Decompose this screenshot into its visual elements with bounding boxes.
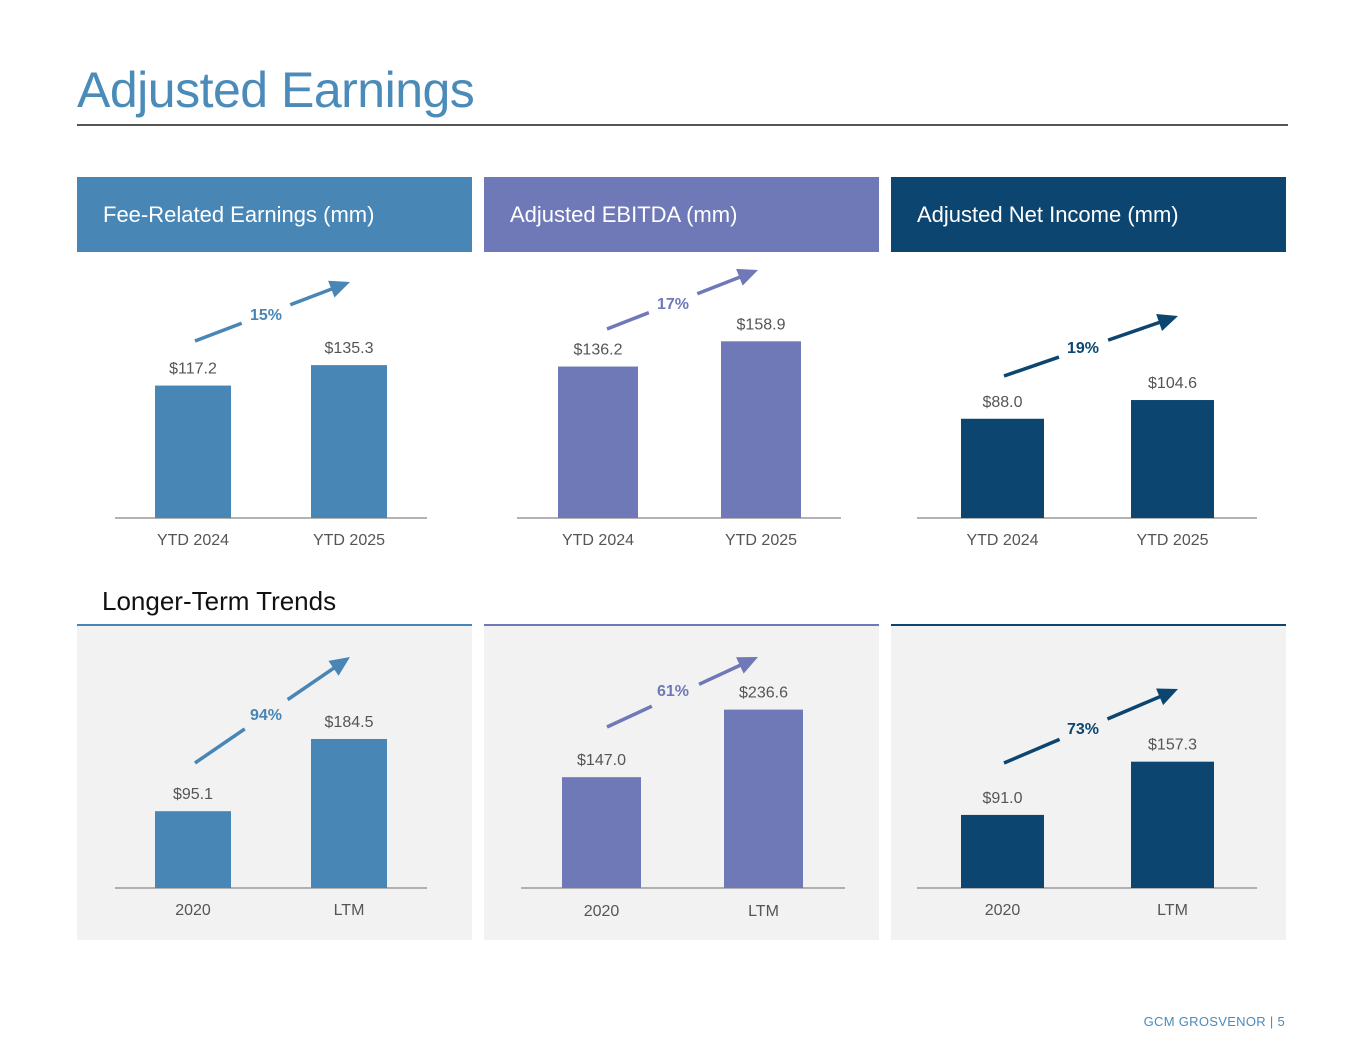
chart-1-growth-label: 17%: [657, 296, 689, 313]
chart-0-growth-arrowhead: [328, 280, 350, 298]
page-title: Adjusted Earnings: [77, 62, 475, 118]
chart-1-bar-0: [558, 366, 638, 518]
chart-0-growth-label: 15%: [250, 307, 282, 324]
chart-2-bar-1: [1131, 400, 1214, 518]
chart-0-bar-0: [155, 385, 231, 518]
chart-2-growth-arrowhead: [1156, 314, 1178, 332]
lower-panel-fre: [77, 624, 472, 940]
chart-1-growth-arrowhead: [736, 268, 758, 286]
chart-0-tick-label-0: YTD 2024: [157, 532, 229, 549]
header-adjusted-ebitda: Adjusted EBITDA (mm): [484, 177, 879, 252]
chart-0-tick-label-1: YTD 2025: [313, 532, 385, 549]
chart-1-growth-arrow-tail: [606, 311, 650, 331]
title-divider: [77, 124, 1288, 126]
chart-2-tick-label-0: YTD 2024: [966, 532, 1038, 549]
chart-2-data-label-0: $88.0: [982, 394, 1022, 411]
chart-0-bar-1: [311, 365, 387, 518]
chart-0-data-label-1: $135.3: [325, 340, 374, 357]
chart-0-data-label-0: $117.2: [169, 361, 217, 378]
chart-1-growth-arrow-shaft: [696, 273, 746, 296]
footer-brand: GCM GROSVENOR | 5: [1143, 1014, 1285, 1029]
chart-1-data-label-1: $158.9: [737, 316, 786, 333]
chart-0-growth-arrow-shaft: [289, 285, 338, 307]
chart-2-growth-label: 19%: [1067, 340, 1099, 357]
chart-1-tick-label-0: YTD 2024: [562, 532, 634, 549]
header-fee-related-earnings: Fee-Related Earnings (mm): [77, 177, 472, 252]
lower-panel-ani: [891, 624, 1286, 940]
chart-0-growth-arrow-tail: [194, 321, 243, 343]
chart-2-bar-0: [961, 418, 1044, 518]
chart-2-data-label-1: $104.6: [1148, 375, 1197, 392]
chart-1-data-label-0: $136.2: [574, 342, 623, 359]
chart-1-bar-1: [721, 341, 801, 518]
chart-2-growth-arrow-tail: [1003, 355, 1060, 378]
section-label-longer-term: Longer-Term Trends: [102, 586, 337, 616]
header-adjusted-net-income: Adjusted Net Income (mm): [891, 177, 1286, 252]
chart-2-tick-label-1: YTD 2025: [1136, 532, 1208, 549]
lower-panel-ebitda: [484, 624, 879, 940]
chart-2-growth-arrow-shaft: [1107, 318, 1166, 342]
chart-1-tick-label-1: YTD 2025: [725, 532, 797, 549]
